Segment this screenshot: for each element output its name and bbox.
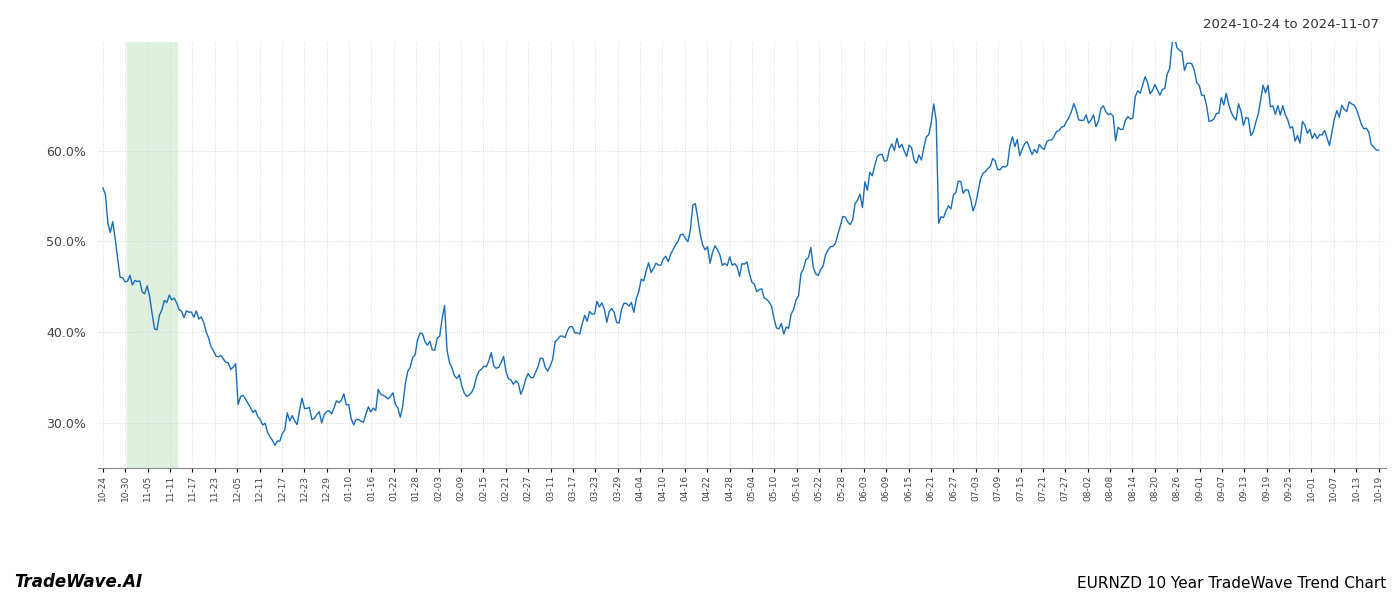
Text: 2024-10-24 to 2024-11-07: 2024-10-24 to 2024-11-07 <box>1203 18 1379 31</box>
Text: TradeWave.AI: TradeWave.AI <box>14 573 143 591</box>
Text: EURNZD 10 Year TradeWave Trend Chart: EURNZD 10 Year TradeWave Trend Chart <box>1077 576 1386 591</box>
Bar <box>127 42 176 468</box>
